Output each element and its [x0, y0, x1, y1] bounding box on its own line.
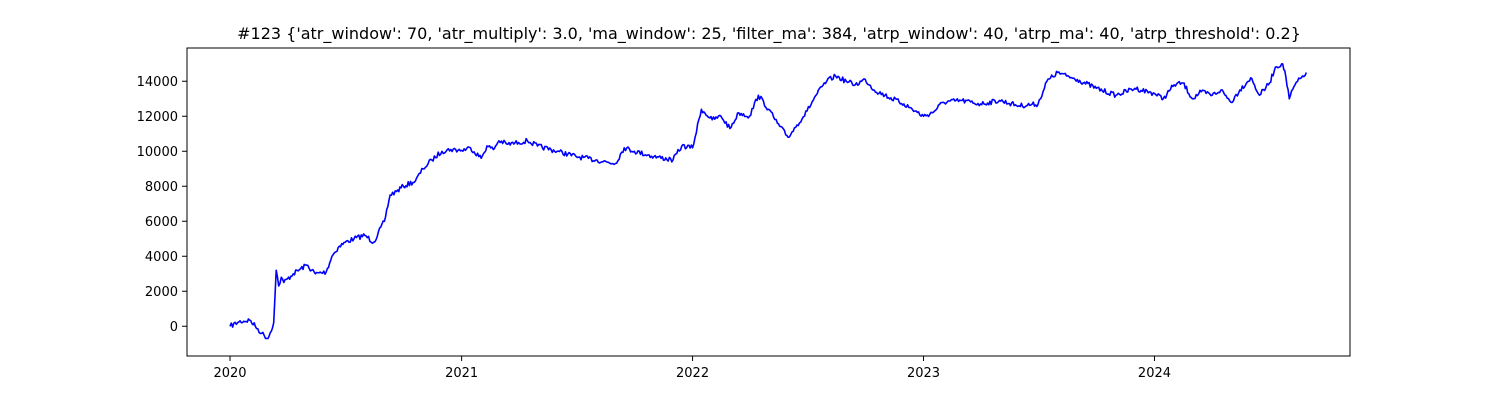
x-tick-label: 2022 — [676, 366, 709, 381]
y-tick-label: 14000 — [137, 75, 178, 90]
x-tick-label: 2020 — [213, 366, 246, 381]
x-tick-label: 2024 — [1138, 366, 1171, 381]
equity-curve-line — [229, 63, 1308, 340]
y-tick-label: 0 — [170, 320, 178, 335]
y-tick-label: 12000 — [137, 110, 178, 125]
x-tick-label: 2023 — [907, 366, 940, 381]
y-tick-label: 10000 — [137, 145, 178, 160]
y-tick-label: 4000 — [145, 250, 178, 265]
x-axis: 2020 2021 2022 2023 2024 — [213, 356, 1171, 381]
x-tick-label: 2021 — [445, 366, 478, 381]
y-tick-label: 8000 — [145, 180, 178, 195]
y-tick-label: 6000 — [145, 215, 178, 230]
plot-frame — [186, 47, 1351, 357]
y-tick-label: 2000 — [145, 285, 178, 300]
y-axis: 0 2000 4000 6000 8000 10000 12000 14000 — [137, 75, 187, 335]
chart-title: #123 {'atr_window': 70, 'atr_multiply': … — [237, 24, 1301, 44]
